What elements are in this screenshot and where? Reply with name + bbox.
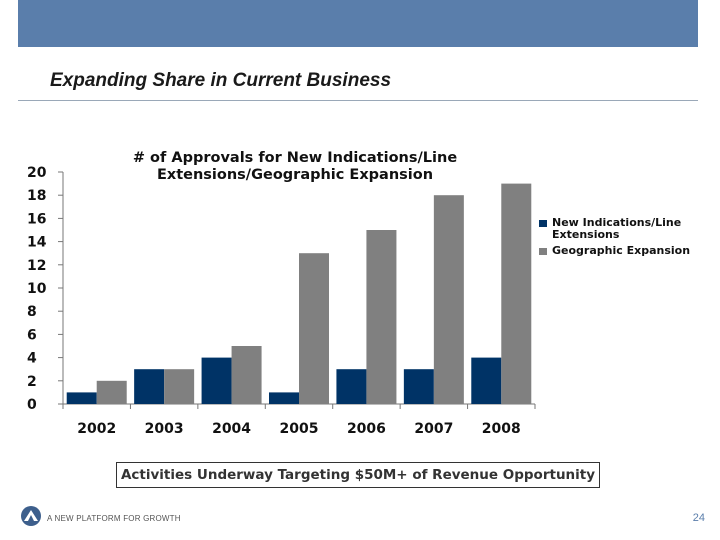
legend-item-geographic-expansion: Geographic Expansion xyxy=(538,245,716,257)
company-logo-icon xyxy=(21,506,41,526)
y-tick-label: 8 xyxy=(27,304,37,320)
y-tick-label: 4 xyxy=(27,351,37,367)
x-tick-label: 2008 xyxy=(482,421,521,437)
page-number: 24 xyxy=(692,512,705,524)
bar-new-indications-2005 xyxy=(269,392,299,404)
y-tick-label: 12 xyxy=(27,258,46,274)
x-tick-label: 2006 xyxy=(347,421,386,437)
bar-new-indications-2004 xyxy=(201,357,232,404)
x-tick-label: 2007 xyxy=(414,421,453,437)
bar-new-indications-2007 xyxy=(403,369,434,404)
bar-geographic-expansion-2004 xyxy=(231,346,262,404)
chart-title-line-2: Extensions/Geographic Expansion xyxy=(156,167,434,183)
callout-box: Activities Underway Targeting $50M+ of R… xyxy=(116,462,600,488)
y-tick-label: 20 xyxy=(27,165,47,181)
chart-title: # of Approvals for New Indications/Line … xyxy=(100,150,490,184)
legend-label-line-2: Extensions xyxy=(552,228,620,241)
legend-item-new-indications: New Indications/Line Extensions xyxy=(538,217,716,241)
x-tick-label: 2004 xyxy=(212,421,251,437)
x-tick-label: 2003 xyxy=(145,421,184,437)
legend: New Indications/Line Extensions Geograph… xyxy=(538,217,716,261)
y-tick-label: 10 xyxy=(27,281,47,297)
chart-title-line-1: # of Approvals for New Indications/Line xyxy=(132,150,458,166)
bar-geographic-expansion-2008 xyxy=(501,183,532,404)
bar-geographic-expansion-2006 xyxy=(366,230,397,404)
bar-new-indications-2003 xyxy=(134,369,165,404)
y-tick-label: 14 xyxy=(27,235,47,251)
legend-swatch-geographic-expansion xyxy=(539,248,547,255)
legend-swatch-new-indications xyxy=(539,220,547,227)
bar-geographic-expansion-2003 xyxy=(164,369,195,404)
page-title: Expanding Share in Current Business xyxy=(50,70,392,91)
x-tick-label: 2005 xyxy=(280,421,319,437)
legend-label-geographic: Geographic Expansion xyxy=(552,244,691,257)
bar-geographic-expansion-2002 xyxy=(96,380,127,404)
title-divider xyxy=(18,100,698,101)
bar-new-indications-2008 xyxy=(471,357,502,404)
footer-tagline: A NEW PLATFORM FOR GROWTH xyxy=(47,514,181,523)
y-tick-label: 0 xyxy=(27,397,37,413)
bar-new-indications-2002 xyxy=(66,392,97,404)
y-tick-label: 6 xyxy=(27,327,37,343)
y-tick-label: 16 xyxy=(27,211,46,227)
header-bar xyxy=(18,0,698,47)
x-tick-label: 2002 xyxy=(77,421,116,437)
bar-new-indications-2006 xyxy=(336,369,367,404)
y-tick-label: 18 xyxy=(27,188,46,204)
y-tick-label: 2 xyxy=(27,374,37,390)
legend-label-line-1: New Indications/Line xyxy=(552,216,682,229)
bar-geographic-expansion-2007 xyxy=(433,195,464,404)
bar-geographic-expansion-2005 xyxy=(299,253,329,404)
